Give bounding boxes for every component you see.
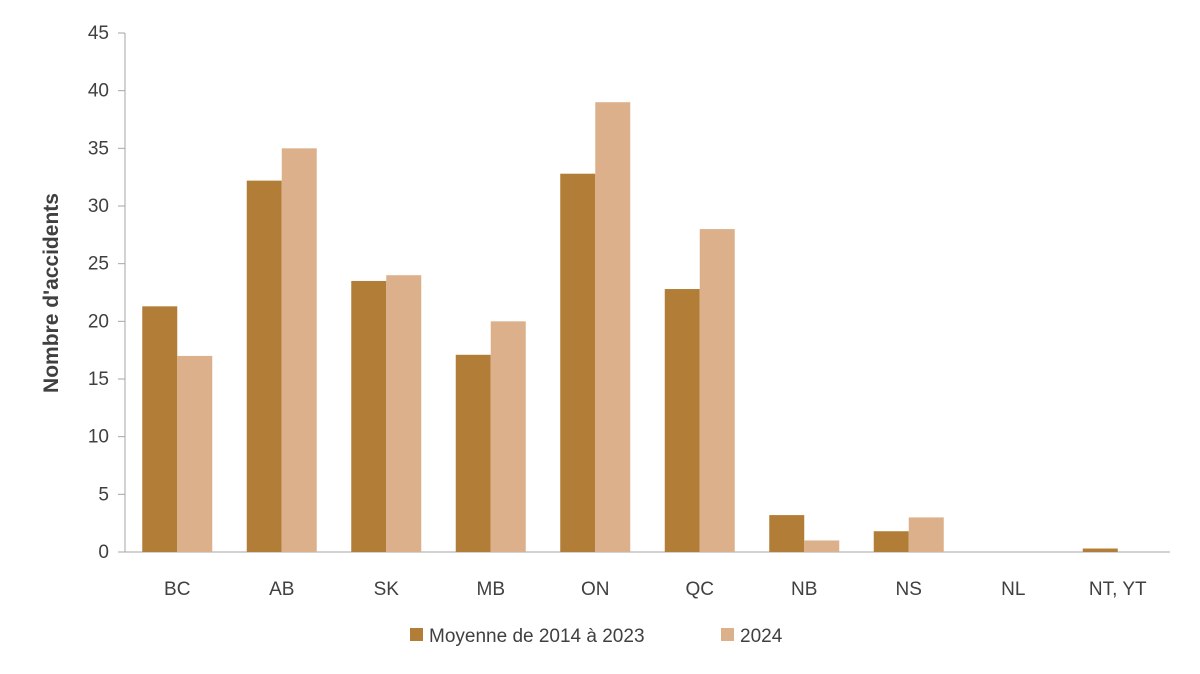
- bar-series-2: [908, 517, 944, 552]
- bar-series-1: [769, 515, 805, 552]
- y-tick-label: 15: [88, 369, 109, 390]
- y-tick-label: 5: [98, 484, 109, 505]
- bar-series-1: [560, 173, 596, 552]
- y-tick-label: 0: [98, 542, 109, 563]
- y-axis-title: Nombre d'accidents: [40, 193, 63, 393]
- legend-label: Moyenne de 2014 à 2023: [429, 626, 645, 647]
- legend-swatch: [410, 628, 423, 641]
- bar-series-1: [664, 289, 700, 552]
- y-tick-label: 40: [88, 81, 109, 102]
- y-tick-label: 45: [88, 23, 109, 44]
- legend-swatch: [721, 628, 734, 641]
- y-tick-label: 20: [88, 311, 109, 332]
- x-tick-label: NT, YT: [1089, 579, 1147, 600]
- x-tick-label: AB: [269, 579, 294, 600]
- x-tick-label: ON: [581, 579, 610, 600]
- bar-series-1: [351, 280, 387, 552]
- x-tick-label: NL: [1001, 579, 1025, 600]
- bars: [142, 102, 1118, 553]
- bar-series-2: [490, 321, 526, 552]
- bar-series-2: [804, 540, 840, 552]
- x-axis: BC AB SK MB ON QC NB NS NL NT, YT: [125, 551, 1170, 600]
- y-tick-label: 30: [88, 196, 109, 217]
- legend-label: 2024: [740, 626, 783, 647]
- y-tick-label: 10: [88, 427, 109, 448]
- x-tick-label: BC: [164, 579, 190, 600]
- x-tick-label: QC: [686, 579, 715, 600]
- x-tick-label: NB: [791, 579, 817, 600]
- x-tick-label: NS: [896, 579, 922, 600]
- x-tick-label: MB: [477, 579, 506, 600]
- legend: Moyenne de 2014 à 2023 2024: [410, 626, 783, 647]
- bar-series-2: [699, 229, 735, 553]
- bar-series-1: [873, 531, 909, 552]
- bar-series-2: [595, 102, 631, 552]
- bar-series-1: [142, 306, 178, 552]
- y-axis: 0 5 10 15 20 25 30 35 40 45: [88, 23, 126, 563]
- bar-series-1: [1082, 548, 1118, 552]
- bar-series-2: [281, 148, 317, 553]
- bar-series-1: [455, 354, 491, 552]
- x-tick-label: SK: [374, 579, 400, 600]
- bar-series-2: [177, 355, 213, 552]
- y-tick-label: 25: [88, 254, 109, 275]
- bar-series-2: [386, 275, 422, 552]
- bar-series-1: [246, 180, 282, 553]
- y-tick-label: 35: [88, 138, 109, 159]
